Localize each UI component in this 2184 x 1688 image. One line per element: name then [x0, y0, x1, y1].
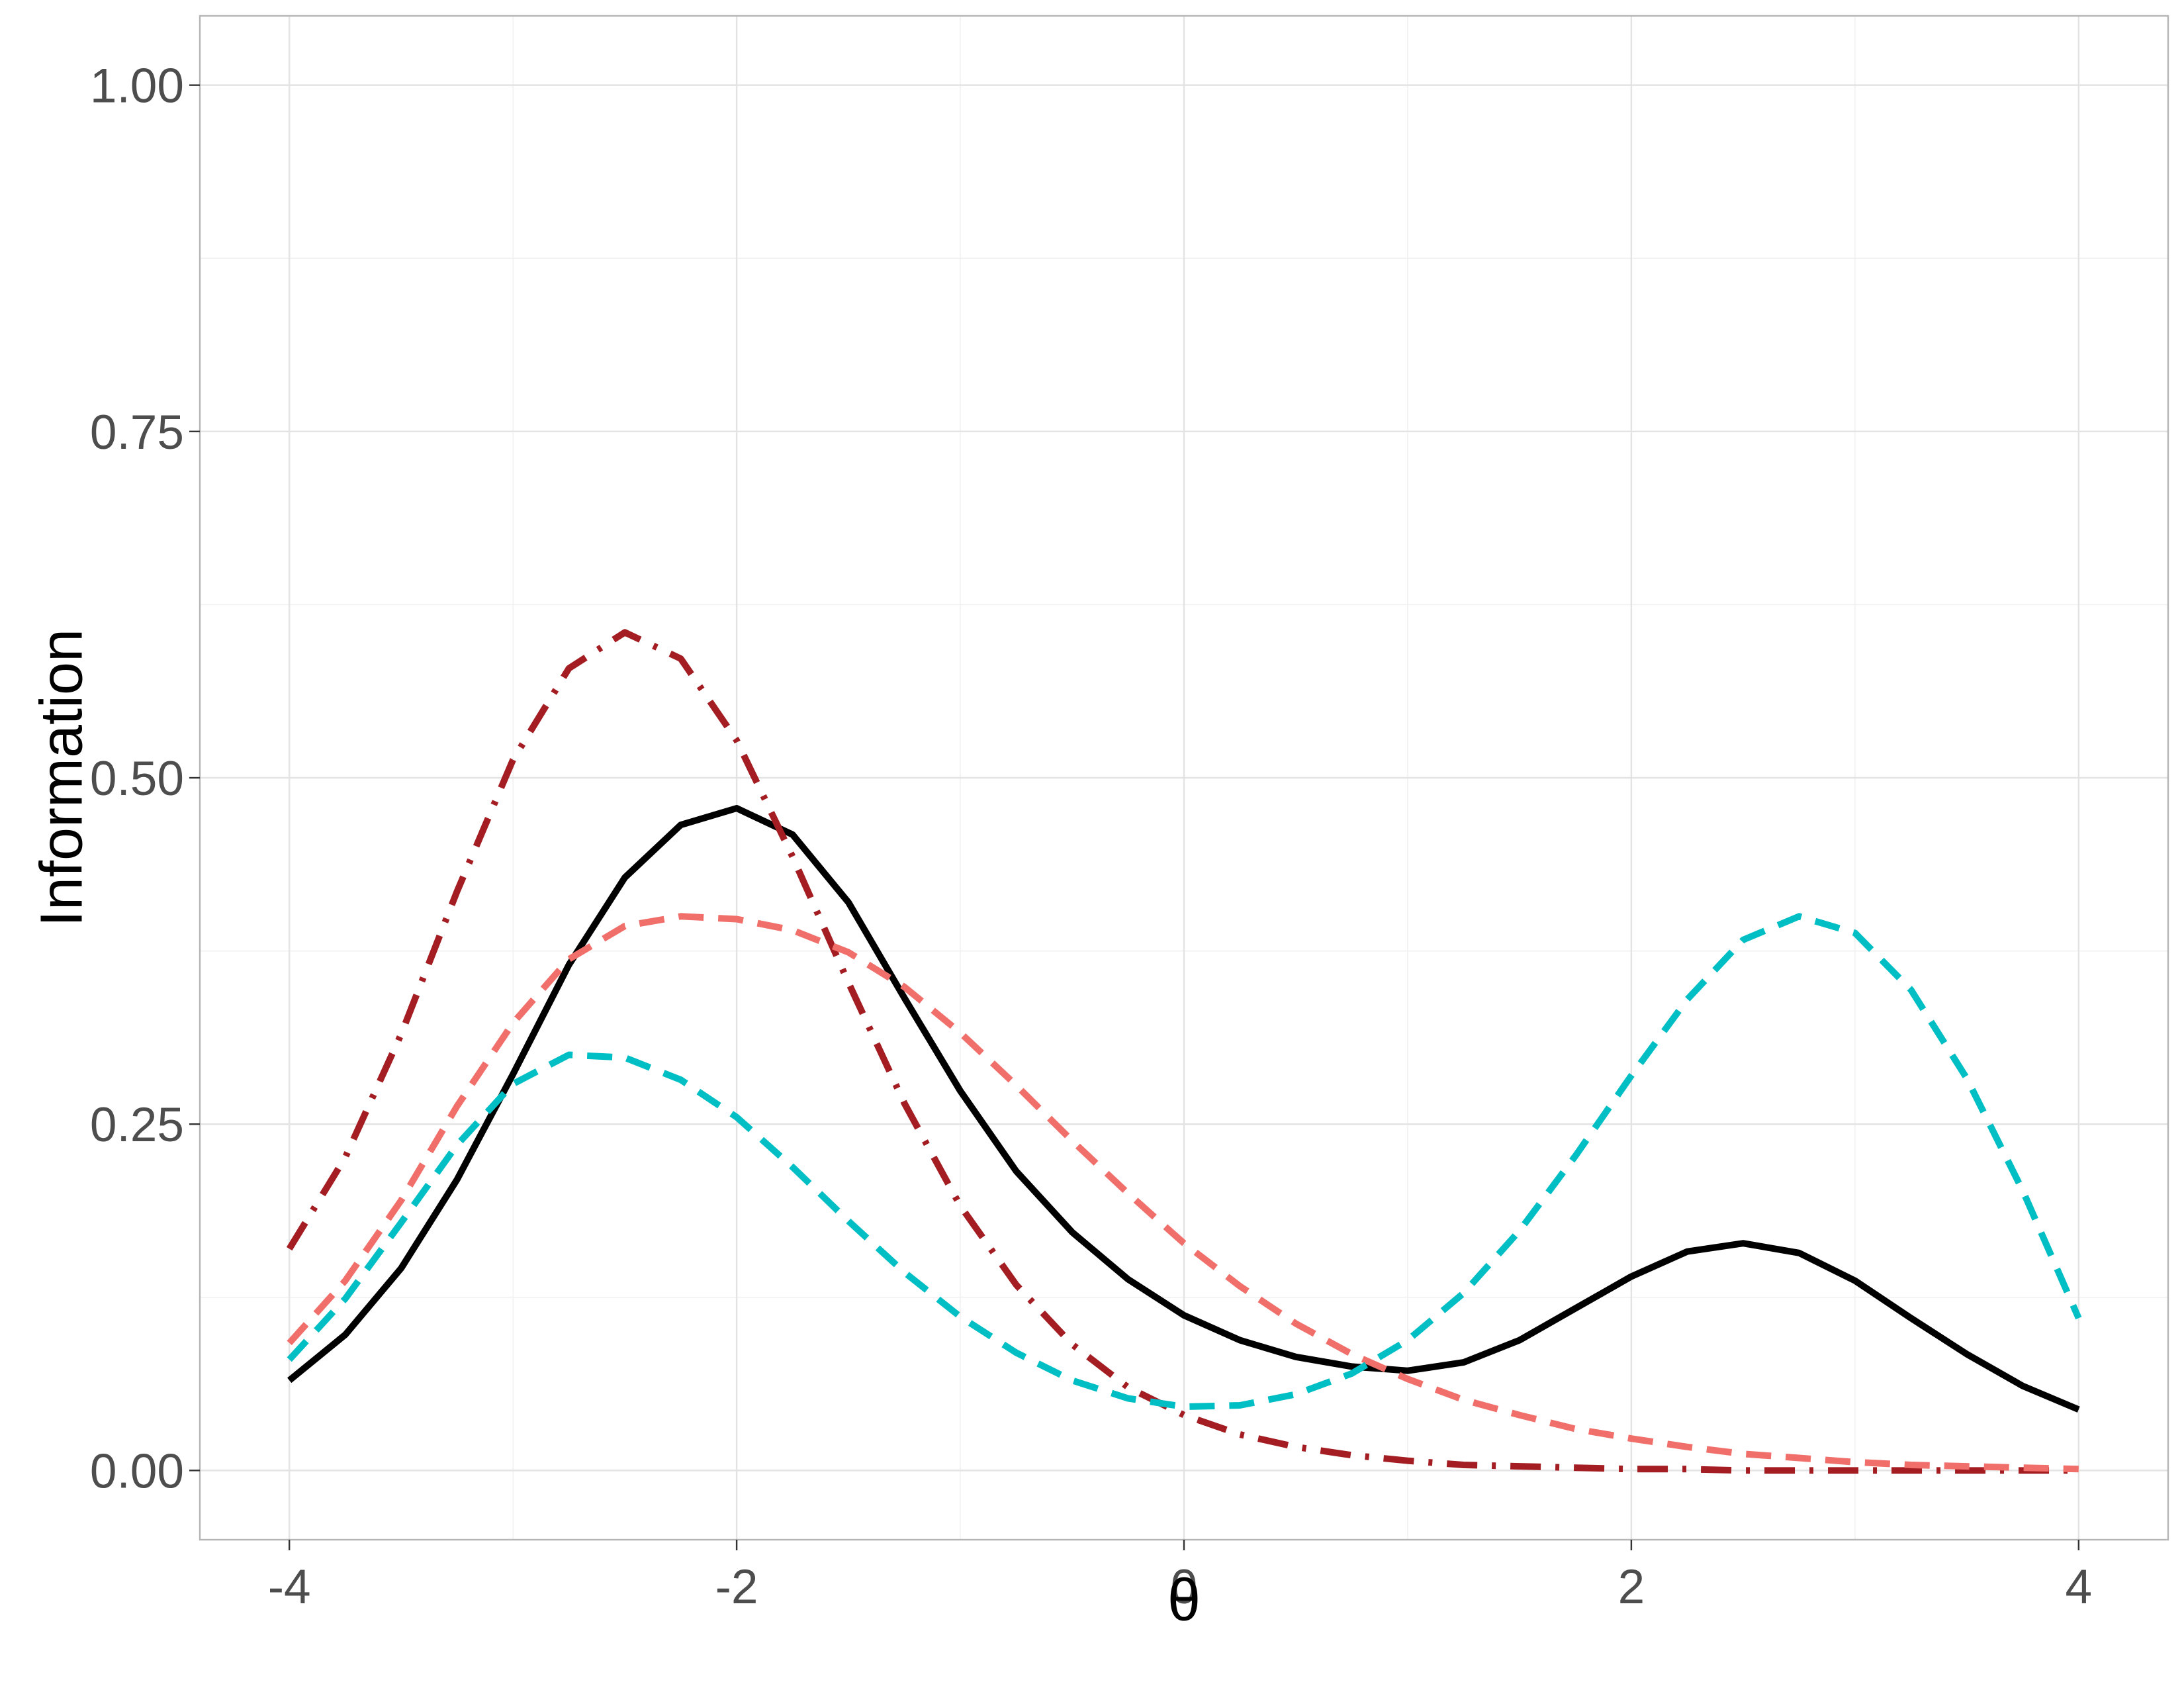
series-line-1: [287, 805, 2080, 1413]
x-axis-ticks: -4 -2 0 2 4: [268, 1540, 2092, 1614]
y-tick-label: 0.00: [90, 1444, 184, 1498]
y-axis-ticks: 0.00 0.25 0.50 0.75 1.00: [90, 60, 200, 1498]
y-axis-title: Information: [29, 629, 95, 927]
x-axis-title: θ: [1167, 1568, 1201, 1634]
x-tick-label: -4: [268, 1560, 311, 1614]
x-tick-label: 0: [1171, 1560, 1198, 1614]
x-tick-label: -2: [715, 1560, 758, 1614]
x-tick-label: 2: [1618, 1560, 1645, 1614]
y-tick-label: 0.75: [90, 406, 184, 459]
x-tick-label: 4: [2066, 1560, 2093, 1614]
series-line-4: [287, 913, 2082, 1411]
series-line-2: [286, 629, 2079, 1474]
series-line-3: [287, 913, 2079, 1473]
y-tick-label: 0.25: [90, 1098, 184, 1152]
y-tick-label: 1.00: [90, 60, 184, 113]
series-lines: [286, 629, 2082, 1474]
y-tick-label: 0.50: [90, 752, 184, 806]
